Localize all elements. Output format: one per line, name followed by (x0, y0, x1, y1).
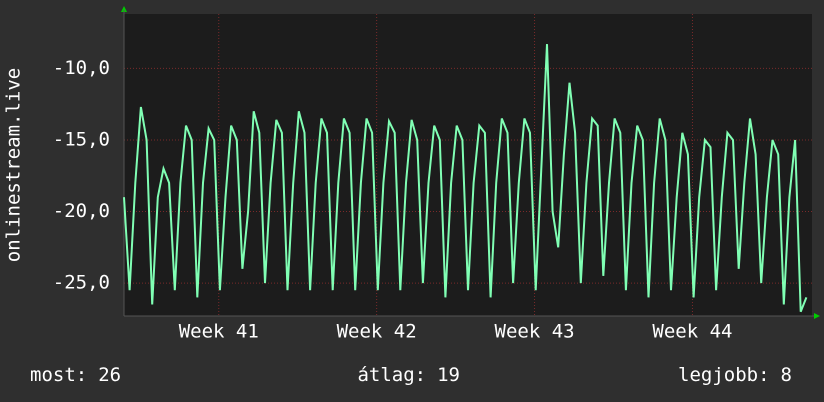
y-arrow (121, 6, 127, 12)
stat: legjobb: 8 (678, 364, 792, 386)
stat-label: most: (30, 364, 87, 386)
x-tick-label: Week 44 (652, 321, 732, 343)
x-tick-label: Week 42 (337, 321, 417, 343)
x-tick-label: Week 43 (495, 321, 575, 343)
stat-value: 8 (781, 364, 792, 386)
y-axis-label: onlinestream.live (3, 68, 25, 262)
stat: most: 26 (30, 364, 121, 386)
data-line (123, 44, 808, 313)
stat: átlag: 19 (357, 364, 460, 386)
y-tick-label: -25,0 (53, 272, 110, 294)
stat-value: 26 (98, 364, 121, 386)
y-tick-label: -15,0 (53, 128, 110, 150)
x-arrow (814, 313, 820, 319)
stat-label: legjobb: (678, 364, 770, 386)
stat-value: 19 (437, 364, 460, 386)
y-tick-label: -10,0 (53, 57, 110, 79)
y-tick-label: -20,0 (53, 200, 110, 222)
x-tick-label: Week 41 (179, 321, 259, 343)
stat-label: átlag: (357, 364, 426, 386)
